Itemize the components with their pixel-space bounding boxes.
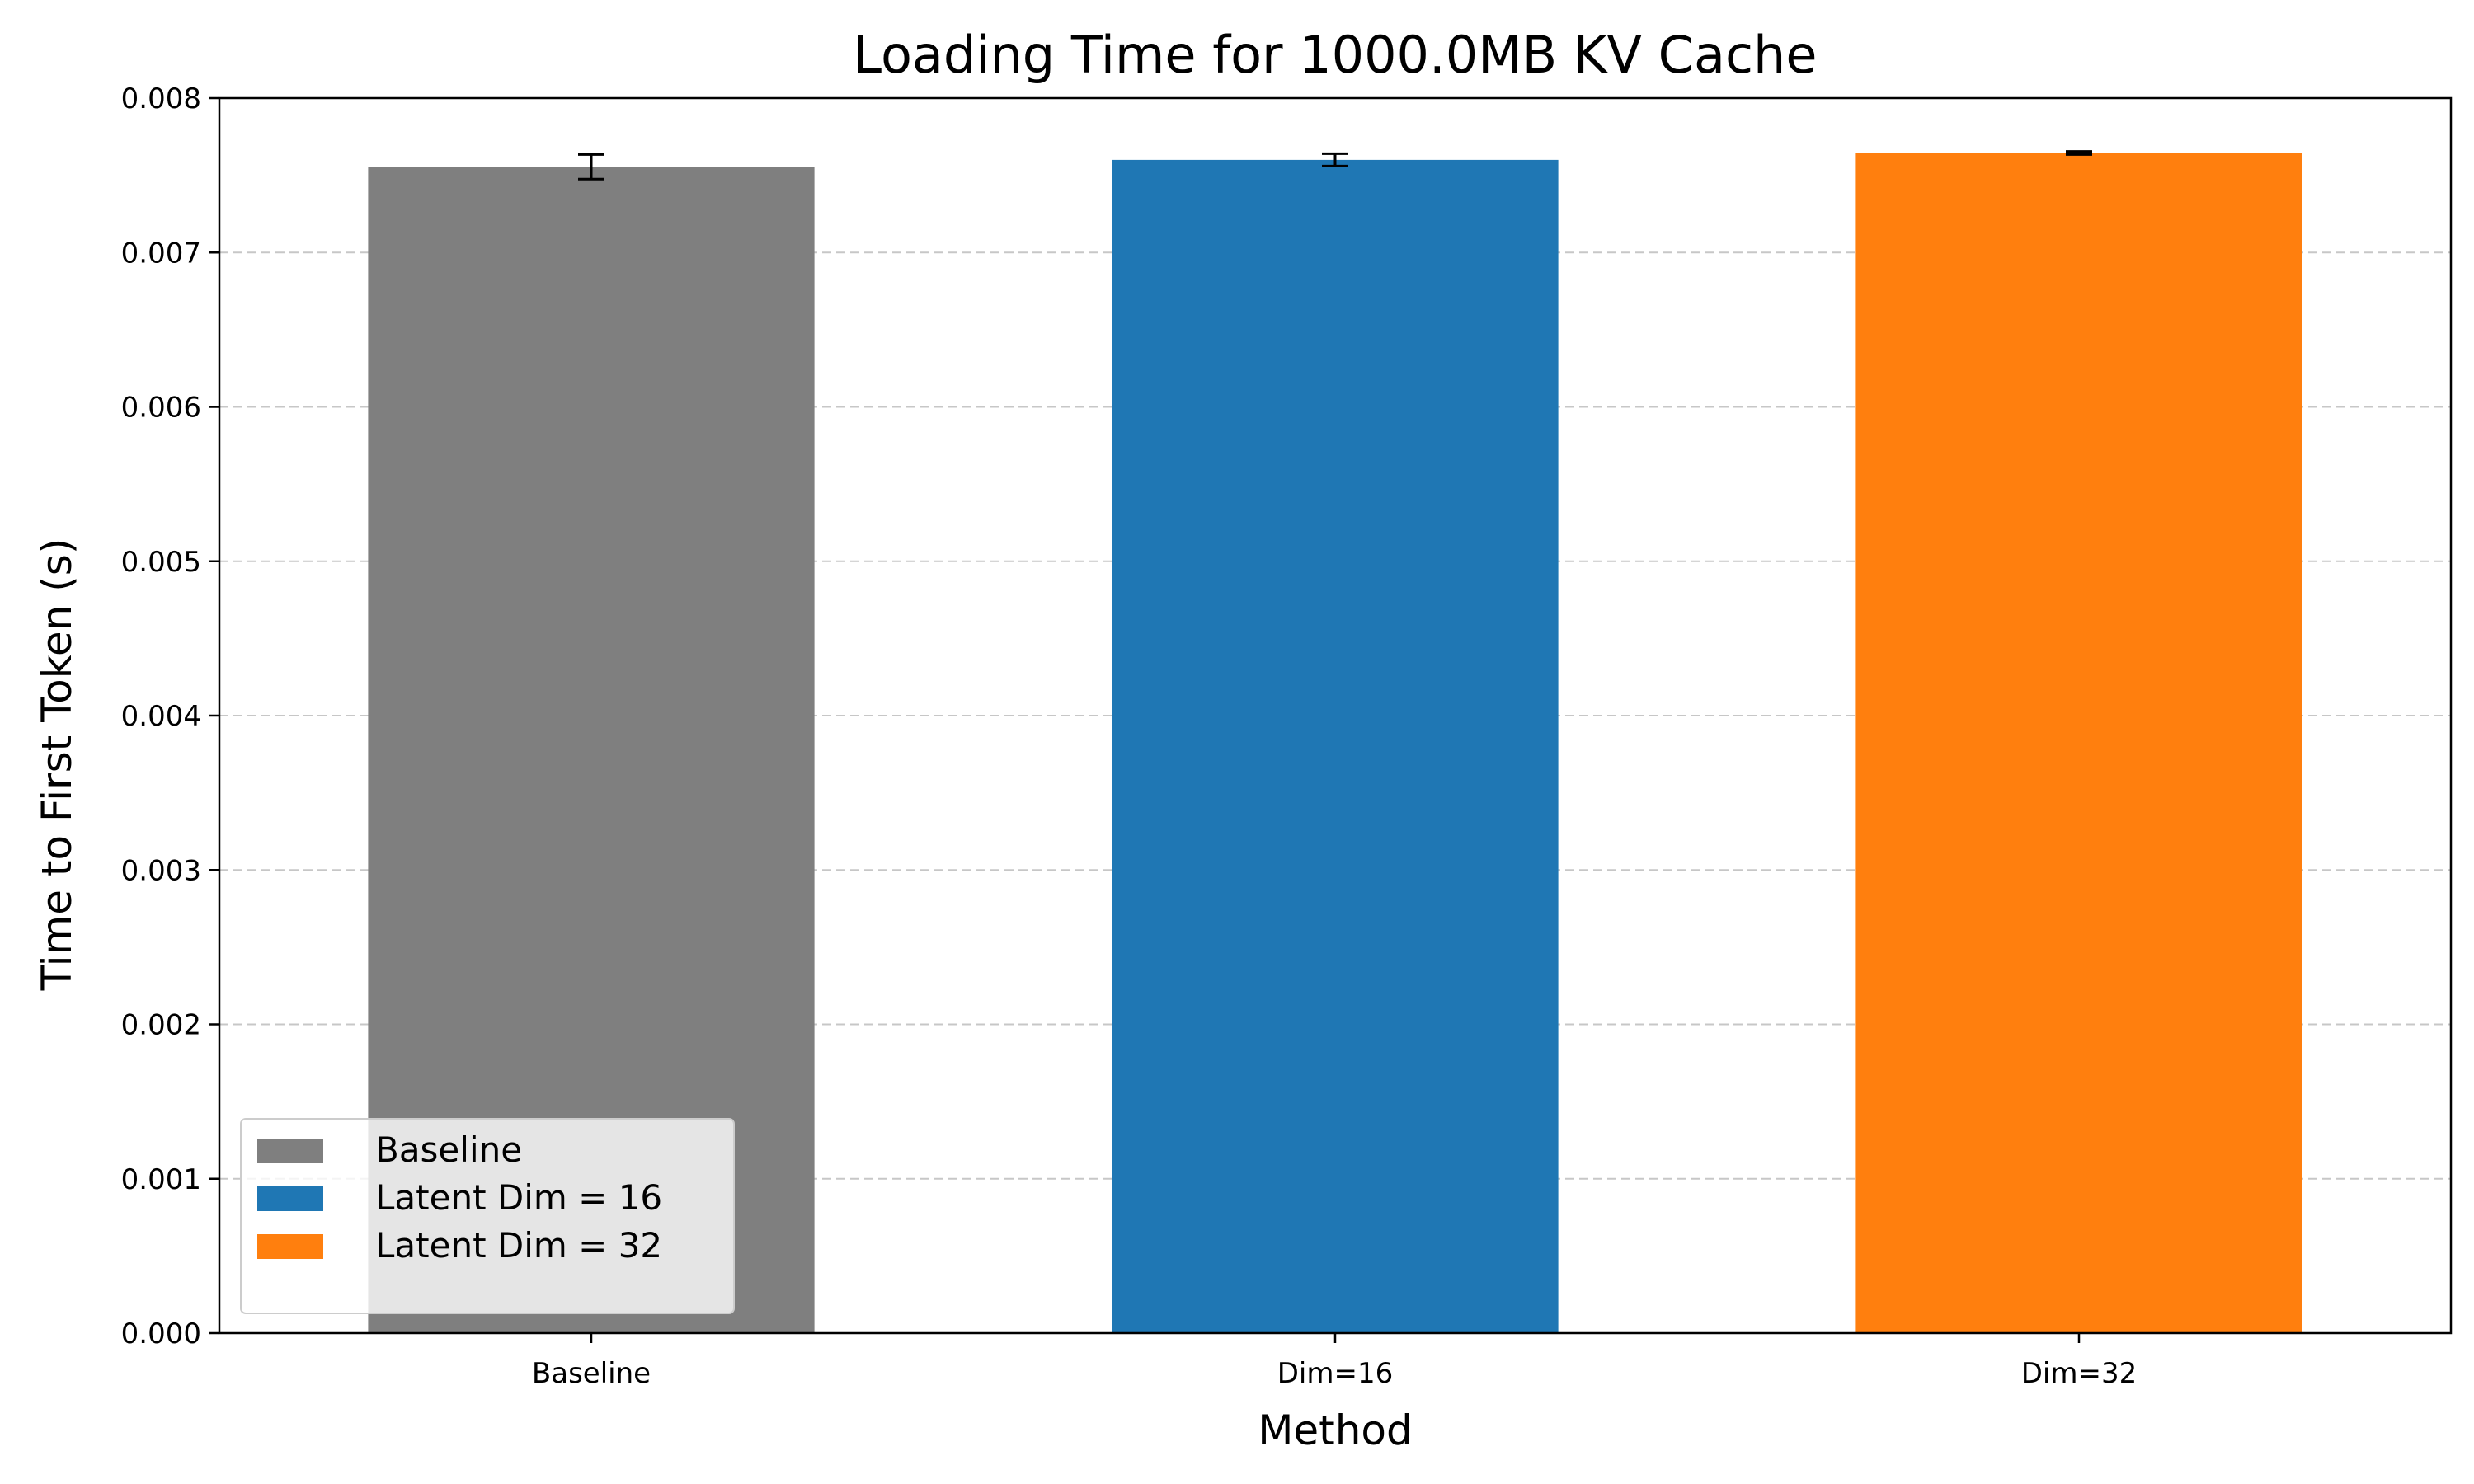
y-axis-ticks: 0.000 0.001 0.002 0.003 0.004 0.005 0.006 0.007… <box>121 82 219 1350</box>
y-tick-label: 0.004 <box>121 700 201 733</box>
y-tick-label: 0.005 <box>121 546 201 579</box>
y-tick-label: 0.003 <box>121 854 201 887</box>
legend-label: Latent Dim = 32 <box>375 1225 662 1266</box>
y-tick-label: 0.006 <box>121 392 201 425</box>
legend-box <box>240 1118 735 1314</box>
y-axis-label: Time to First Token (s) <box>33 538 81 992</box>
x-tick-label: Dim=32 <box>2021 1357 2138 1390</box>
x-tick-label: Dim=16 <box>1277 1357 1394 1390</box>
chart-title: Loading Time for 1000.0MB KV Cache <box>854 25 1818 85</box>
x-axis-label: Method <box>1258 1407 1413 1454</box>
bar-dim-16 <box>1112 159 1559 1333</box>
error-bars <box>578 150 2092 181</box>
legend: Baseline Latent Dim = 16 Latent Dim = 32 <box>240 1118 735 1314</box>
y-tick-label: 0.000 <box>121 1317 201 1350</box>
y-tick-label: 0.001 <box>121 1163 201 1196</box>
bar-dim-32 <box>1856 153 2302 1333</box>
legend-label: Latent Dim = 16 <box>375 1177 662 1218</box>
legend-swatch <box>257 1186 323 1211</box>
y-tick-label: 0.007 <box>121 237 201 270</box>
x-tick-label: Baseline <box>532 1357 651 1390</box>
legend-swatch <box>257 1234 323 1259</box>
y-tick-label: 0.002 <box>121 1009 201 1042</box>
y-tick-label: 0.008 <box>121 82 201 115</box>
legend-label: Baseline <box>375 1129 522 1170</box>
x-axis-ticks: Baseline Dim=16 Dim=32 <box>532 1333 2137 1390</box>
legend-swatch <box>257 1139 323 1163</box>
